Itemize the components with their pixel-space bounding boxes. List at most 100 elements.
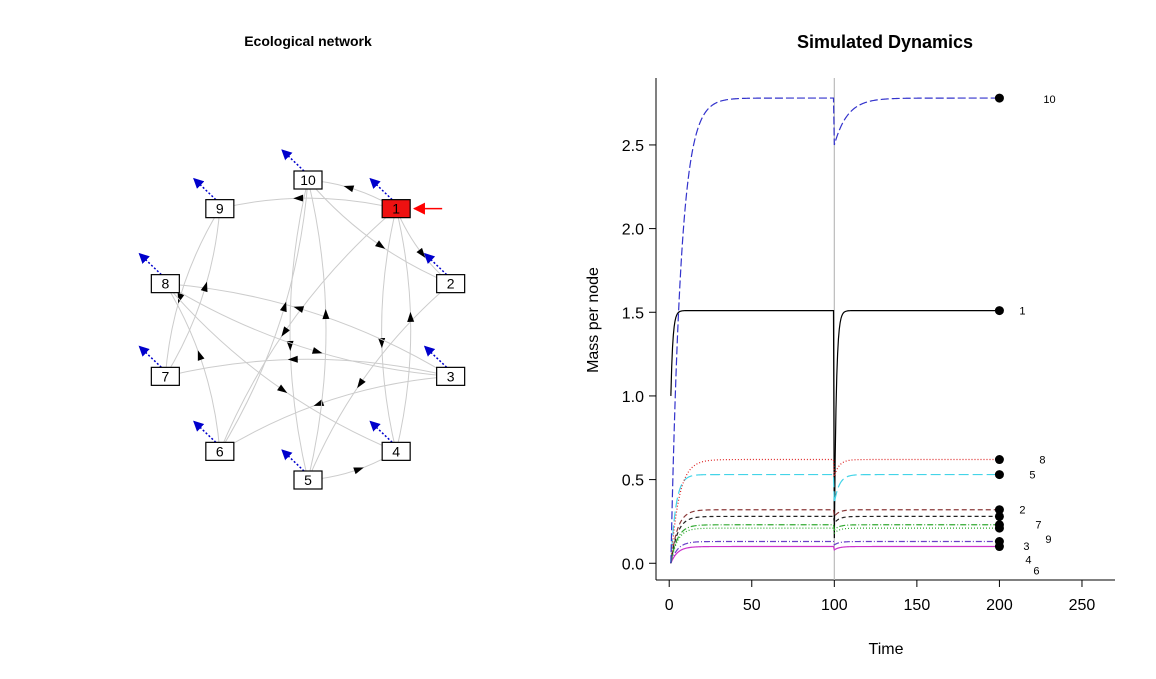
node-label: 5 — [304, 472, 312, 488]
series-line-6 — [670, 545, 1000, 564]
series-label-2: 2 — [1019, 505, 1025, 517]
edge-arrowhead — [287, 355, 298, 363]
node-label: 2 — [447, 276, 455, 292]
series-line-10 — [670, 97, 1000, 564]
series-label-7: 7 — [1035, 519, 1041, 531]
series-label-8: 8 — [1039, 455, 1045, 467]
network-edge — [307, 283, 451, 481]
series-line-3 — [670, 527, 1000, 564]
series-endpoint-2 — [994, 505, 1004, 515]
series-label-5: 5 — [1029, 470, 1035, 482]
network-edge — [307, 179, 327, 481]
node-label: 7 — [161, 368, 169, 384]
series-label-1: 1 — [1019, 306, 1025, 318]
series-line-2 — [670, 509, 1000, 564]
series-label-9: 9 — [1045, 534, 1051, 546]
export-arrow — [369, 177, 393, 201]
export-arrow — [281, 449, 305, 472]
network-node-2: 2 — [436, 274, 466, 294]
edge-arrowhead — [313, 399, 325, 406]
network-edge — [381, 208, 397, 452]
edge-arrowhead — [177, 292, 185, 304]
series-endpoint-1 — [994, 306, 1004, 316]
y-tick-label: 1.5 — [622, 305, 644, 322]
x-axis-label: Time — [869, 641, 904, 658]
edge-arrowhead — [343, 185, 355, 193]
x-tick-label: 50 — [743, 597, 761, 614]
export-arrow — [423, 252, 448, 276]
network-edge — [219, 197, 397, 210]
network-edge — [395, 208, 412, 452]
edge-arrowhead — [277, 384, 288, 394]
network-node-10: 10 — [293, 170, 323, 190]
x-tick-label: 200 — [986, 597, 1013, 614]
network-edge — [164, 208, 221, 377]
edge-arrowhead — [407, 311, 415, 322]
export-arrow — [193, 177, 217, 201]
series-label-4: 4 — [1025, 555, 1031, 567]
export-arrow — [423, 345, 448, 368]
network-edge — [219, 375, 451, 452]
network-edge — [219, 179, 309, 452]
edge-arrowhead — [197, 350, 205, 361]
chart-series — [670, 97, 1000, 564]
y-tick-label: 2.0 — [622, 222, 644, 239]
node-label: 4 — [392, 443, 400, 459]
series-label-3: 3 — [1023, 541, 1029, 553]
edge-arrowhead — [281, 326, 290, 337]
series-line-5 — [670, 473, 1000, 564]
network-node-1: 1 — [381, 199, 411, 219]
export-arrow — [193, 420, 217, 443]
dynamics-chart: Simulated Dynamics 0.0 0.5 1.0 1.5 2.0 2.5 0 50… — [585, 32, 1115, 658]
network-edge — [164, 208, 221, 377]
edge-arrowhead — [200, 281, 208, 293]
network-node-7: 7 — [150, 366, 180, 386]
network-node-6: 6 — [205, 441, 235, 461]
chart-endpoints: 1 2 3 4 5 6 7 8 9 10 — [994, 93, 1056, 578]
edge-arrowhead — [279, 301, 287, 313]
y-axis-label: Mass per node — [585, 267, 602, 373]
network-edge — [395, 208, 451, 285]
series-endpoint-8 — [994, 455, 1004, 465]
network-edge — [164, 283, 397, 452]
edge-arrowhead — [357, 377, 366, 389]
export-arrow — [138, 345, 162, 368]
network-node-5: 5 — [293, 470, 323, 490]
export-arrow — [369, 420, 393, 443]
network-edge — [164, 283, 221, 452]
node-label: 8 — [161, 276, 169, 292]
edge-arrowhead — [322, 309, 330, 320]
network-node-3: 3 — [436, 366, 466, 386]
export-arrow — [281, 149, 305, 172]
node-label: 9 — [216, 201, 224, 217]
network-edge — [307, 179, 451, 285]
series-label-6: 6 — [1033, 566, 1039, 578]
node-label: 6 — [216, 443, 224, 459]
network-title: Ecological network — [244, 33, 372, 49]
series-endpoint-5 — [994, 470, 1004, 480]
edge-arrowhead — [293, 194, 304, 202]
series-line-8 — [670, 458, 1000, 564]
network-edge — [219, 208, 397, 452]
network-edge — [289, 179, 309, 481]
x-tick-label: 0 — [665, 597, 674, 614]
y-tick-label: 0.5 — [622, 473, 644, 490]
chart-title: Simulated Dynamics — [797, 32, 973, 52]
edge-arrowhead — [375, 240, 386, 249]
series-line-7 — [670, 515, 1000, 564]
y-tick-label: 0.0 — [622, 556, 644, 573]
series-line-4 — [670, 540, 1000, 564]
edge-arrowhead — [353, 467, 364, 475]
node-label: 10 — [300, 172, 316, 188]
x-tick-label: 150 — [904, 597, 931, 614]
series-endpoint-10 — [994, 93, 1004, 103]
network-nodes: 1 2 3 4 5 6 7 8 9 10 — [150, 170, 466, 490]
network-node-8: 8 — [150, 274, 180, 294]
y-tick-label: 2.5 — [622, 138, 644, 155]
series-endpoint-7 — [994, 511, 1004, 521]
network-edge — [165, 283, 451, 377]
network-edge — [165, 358, 451, 377]
network-node-9: 9 — [205, 199, 235, 219]
x-tick-label: 100 — [821, 597, 848, 614]
network-node-4: 4 — [381, 441, 411, 461]
